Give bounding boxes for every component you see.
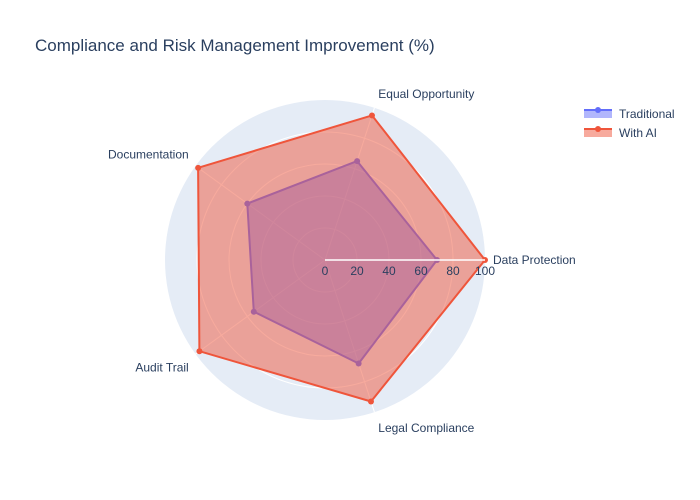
point-with-ai-audit-trail[interactable]: [196, 348, 203, 355]
radial-tick-40: 40: [382, 264, 396, 278]
point-with-ai-equal-opportunity[interactable]: [368, 112, 375, 119]
legend-swatch-traditional: [584, 110, 612, 118]
point-with-ai-legal-compliance[interactable]: [367, 398, 374, 405]
radial-tick-20: 20: [350, 264, 364, 278]
legend-label-traditional: Traditional: [619, 107, 675, 121]
axis-label-data-protection: Data Protection: [493, 253, 576, 267]
axis-label-documentation: Documentation: [108, 147, 189, 161]
legend-marker-traditional: [595, 107, 601, 113]
chart-title: Compliance and Risk Management Improveme…: [35, 36, 435, 55]
series-layer: [195, 112, 488, 405]
point-with-ai-documentation[interactable]: [195, 164, 202, 171]
angular-axis-labels: Data Protection Equal Opportunity Document…: [108, 87, 576, 435]
radial-axis: 0 20 40 60 80 100: [322, 259, 495, 278]
axis-label-equal-opportunity: Equal Opportunity: [378, 87, 474, 101]
axis-label-audit-trail: Audit Trail: [135, 361, 188, 375]
legend-marker-with-ai: [595, 126, 601, 132]
legend-label-with-ai: With AI: [619, 126, 657, 140]
axis-label-legal-compliance: Legal Compliance: [378, 421, 474, 435]
radial-tick-60: 60: [414, 264, 428, 278]
legend: Traditional With AI: [584, 107, 675, 140]
radial-tick-100: 100: [475, 264, 495, 278]
radial-tick-80: 80: [446, 264, 460, 278]
legend-swatch-with-ai: [584, 129, 612, 137]
series-area-with-ai: [197, 114, 486, 403]
legend-item-traditional[interactable]: Traditional: [584, 107, 675, 121]
legend-item-with-ai[interactable]: With AI: [584, 126, 657, 140]
radial-tick-0: 0: [322, 264, 329, 278]
